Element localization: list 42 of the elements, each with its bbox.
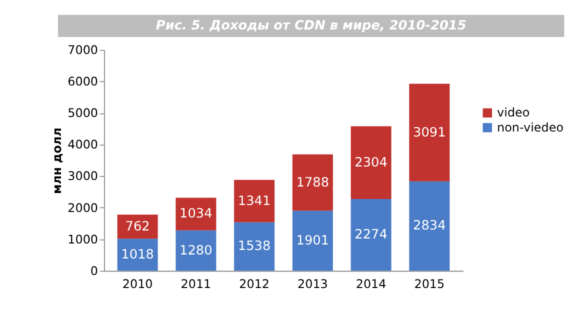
y-tick-label: 0 <box>90 264 98 278</box>
x-tick-label: 2015 <box>414 276 445 291</box>
bar <box>176 198 216 230</box>
bar <box>409 84 450 182</box>
data-label: 1788 <box>296 175 330 190</box>
legend-label: video <box>497 106 530 120</box>
data-label: 2834 <box>413 218 446 234</box>
y-tick-label: 1000 <box>68 232 98 246</box>
data-label: 3091 <box>413 125 446 140</box>
y-axis-title: млн долл <box>50 128 64 194</box>
bar <box>117 238 158 271</box>
bar <box>292 210 333 271</box>
data-label: 1034 <box>180 206 212 222</box>
y-tick-label: 3000 <box>68 169 98 184</box>
data-label: 762 <box>125 219 150 234</box>
bar <box>234 180 275 222</box>
bar <box>176 230 216 271</box>
y-tick-label: 7000 <box>68 43 98 58</box>
bar <box>350 126 392 200</box>
x-tick-label: 2014 <box>356 276 386 291</box>
legend-label: non-viedeo <box>497 120 564 134</box>
chart-title: Рис. 5. Доходы от CDN в мире, 2010-2015 <box>156 18 466 34</box>
x-tick-label: 2011 <box>180 276 212 291</box>
y-tick-label: 6000 <box>68 74 98 89</box>
data-label: 1901 <box>296 233 330 248</box>
bar <box>409 181 450 271</box>
data-label: 1018 <box>121 247 154 262</box>
x-tick-label: 2012 <box>239 276 270 291</box>
bar <box>292 154 333 211</box>
y-tick-label: 4000 <box>68 138 98 152</box>
y-tick-label: 2000 <box>68 200 98 215</box>
bar <box>350 199 392 271</box>
data-label: 1280 <box>180 243 212 258</box>
x-tick-label: 2013 <box>297 276 328 291</box>
data-label: 2274 <box>354 228 388 243</box>
bar <box>234 222 275 271</box>
data-label: 2304 <box>354 155 388 170</box>
data-label: 1341 <box>238 194 271 209</box>
x-tick-label: 2010 <box>122 276 153 291</box>
data-label: 1538 <box>238 239 271 254</box>
bar <box>117 214 158 239</box>
y-tick-label: 5000 <box>68 106 98 120</box>
